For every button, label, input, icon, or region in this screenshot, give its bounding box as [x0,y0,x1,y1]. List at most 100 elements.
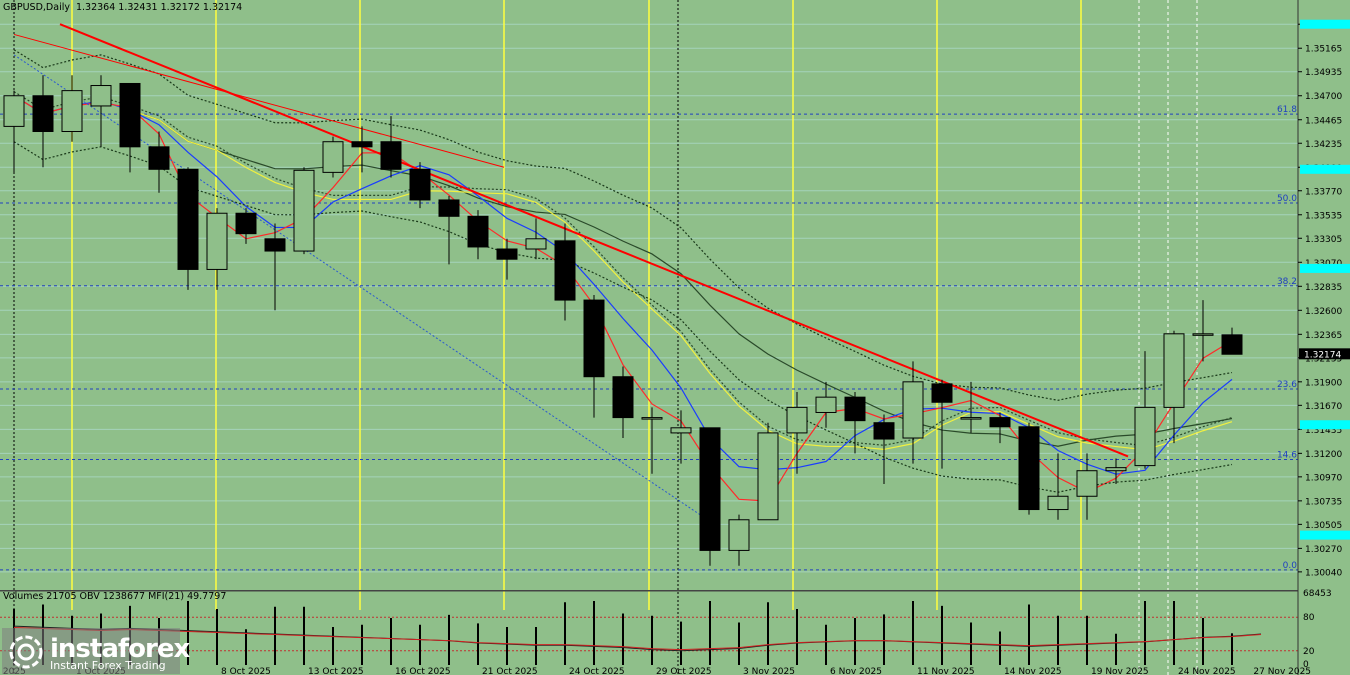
candle-body [148,146,170,170]
candle-body [960,417,982,420]
axis-tag [1300,530,1350,540]
candle-body [409,168,431,201]
price-tick-label: 1.33535 [1305,211,1342,221]
subwindow-separator [0,590,1298,592]
price-tick-label: 1.33305 [1305,235,1342,245]
candle-body [380,141,402,170]
symbol-header: GBPUSD,Daily 1.32364 1.32431 1.32172 1.32… [3,2,242,13]
date-label: 21 Oct 2025 [482,667,538,675]
candle-body [1134,406,1156,467]
instaforex-logo: instaforex Instant Forex Trading [2,628,190,674]
candle-body [1047,495,1069,511]
date-separator-lines [13,0,1198,675]
price-tick-label: 1.34700 [1305,92,1342,102]
date-label: 3 Nov 2025 [743,667,795,675]
axis-tag [1300,164,1350,174]
instaforex-mark-icon [9,635,43,669]
candle-body [641,417,663,420]
fibonacci-levels: 61.8 50.0 38.2 23.6 14.6 0.0 [0,105,1298,571]
logo-wordmark: instaforex [50,634,190,664]
candle-body [1076,470,1098,497]
candle-body [1105,467,1127,472]
candle-body [612,376,634,419]
candle-body [438,199,460,217]
indicator-tick-label: 0 [1303,660,1309,670]
upper-band-line [13,49,1233,401]
price-tick-label: 1.30270 [1305,545,1342,555]
date-label: 16 Oct 2025 [395,667,451,675]
price-tick-label: 1.34465 [1305,116,1342,126]
candle-body [931,383,953,403]
mfi-line [13,625,1262,652]
current-price-label: 1.32174 [1304,350,1341,360]
candle-body [873,422,895,440]
candle-body [3,95,25,127]
candle-body [119,82,141,148]
candle-body [322,141,344,173]
lower-band-line [13,141,1233,493]
candlesticks [3,75,1243,566]
candle-body [206,212,228,270]
price-tick-label: 1.32600 [1305,307,1342,317]
price-tick-label: 1.34235 [1305,140,1342,150]
price-tick-label: 1.31670 [1305,402,1342,412]
date-label: 24 Oct 2025 [569,667,625,675]
candle-body [467,215,489,248]
date-label: 19 Nov 2025 [1091,667,1149,675]
fib-label: 61.8 [1277,105,1297,115]
candle-body [989,417,1011,428]
date-label: 13 Oct 2025 [308,667,364,675]
fib-label: 0.0 [1283,561,1298,571]
price-axis-panel [1298,0,1350,675]
candle-body [90,85,112,107]
price-tick-label: 1.32365 [1305,331,1342,341]
fib-label: 38.2 [1277,277,1297,287]
indicator-tick-label: 80 [1303,613,1315,623]
date-label: 14 Nov 2025 [1004,667,1062,675]
fib-label: 23.6 [1277,380,1297,390]
indicator-header: Volumes 21705 OBV 1238677 MFI(21) 49.779… [3,591,226,602]
candle-body [670,427,692,434]
candle-body [293,169,315,252]
candle-body [32,95,54,132]
price-tick-label: 1.33770 [1305,187,1342,197]
candle-body [177,168,199,270]
candle-body [264,238,286,252]
secondary-trendline [13,33,505,168]
price-tick-label: 1.30970 [1305,473,1342,483]
candle-body [844,396,866,422]
date-label: 6 Nov 2025 [830,667,882,675]
price-tick-label: 1.32835 [1305,283,1342,293]
date-label: 27 Nov 2025 [1253,667,1311,675]
price-axis: 1.354001.351651.349351.347001.344651.342… [1298,19,1350,670]
candle-body [235,212,257,235]
indicator-tick-label: 68453 [1303,589,1332,599]
candle-body [1018,426,1040,511]
price-tick-label: 1.33070 [1305,259,1342,269]
date-label: 11 Nov 2025 [917,667,975,675]
price-tick-label: 1.30735 [1305,497,1342,507]
candle-body [1221,334,1243,355]
candle-body [496,248,518,260]
obv-line [13,627,1262,651]
candle-body [728,519,750,551]
price-tick-label: 1.35165 [1305,45,1342,55]
ma-dark-dotted-line [13,91,1233,447]
candle-body [699,427,721,551]
candle-body [583,299,605,378]
candle-body [554,240,576,301]
date-label: 8 Oct 2025 [221,667,271,675]
price-tick-label: 1.30505 [1305,521,1342,531]
price-tick-label: 1.31200 [1305,450,1342,460]
date-label: 24 Nov 2025 [1178,667,1236,675]
fib-label: 14.6 [1277,450,1297,460]
axis-tag [1300,19,1350,29]
fib-label: 50.0 [1277,194,1297,204]
candle-body [61,90,83,132]
candle-body [1163,333,1185,408]
price-tick-label: 1.31435 [1305,426,1342,436]
candle-body [525,238,547,250]
axis-tag [1300,263,1350,273]
